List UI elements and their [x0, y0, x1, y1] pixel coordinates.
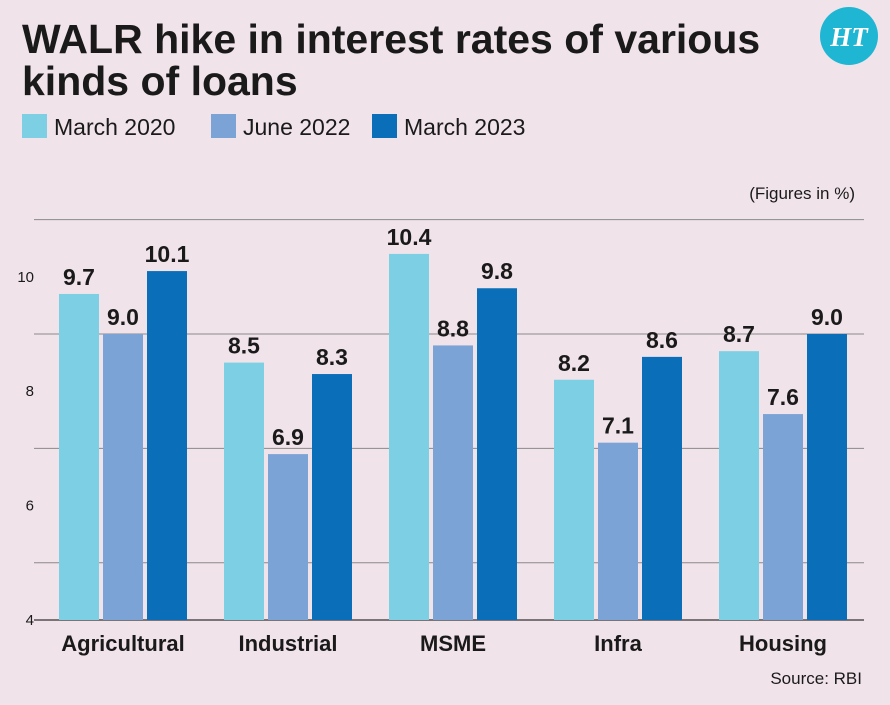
bar-housing-2 [763, 414, 803, 620]
bar-industrial-1 [224, 362, 264, 620]
legend-label-2: June 2022 [243, 114, 350, 140]
bar-housing-3 [807, 334, 847, 620]
y-tick-label: 6 [26, 498, 34, 515]
bar-housing-1 [719, 351, 759, 620]
data-label: 8.8 [437, 315, 469, 341]
ht-logo: HT [820, 7, 878, 65]
data-label: 8.7 [723, 321, 755, 347]
bar-msme-3 [477, 288, 517, 620]
data-label: 8.3 [316, 344, 348, 370]
data-label: 8.6 [646, 327, 678, 353]
legend-label-1: March 2020 [54, 114, 175, 140]
bar-industrial-3 [312, 374, 352, 620]
data-label: 10.4 [387, 224, 432, 250]
y-tick-label: 4 [26, 612, 34, 629]
category-label-housing: Housing [739, 631, 827, 656]
bar-agricultural-3 [147, 271, 187, 620]
data-labels: 9.7 9.0 10.1 8.5 6.9 8.3 10.4 8.8 9.8 8.2 7.1 8.6 8.… [63, 224, 843, 450]
category-label-infra: Infra [594, 631, 642, 656]
data-label: 7.6 [767, 384, 799, 410]
legend-swatch-1 [22, 114, 47, 138]
category-label-industrial: Industrial [238, 631, 337, 656]
chart-title-line-1: WALR hike in interest rates of various [22, 16, 760, 62]
data-label: 9.0 [107, 304, 139, 330]
y-tick-label: 10 [17, 269, 34, 286]
bar-infra-3 [642, 356, 682, 620]
bar-infra-1 [554, 379, 594, 620]
legend-swatch-2 [211, 114, 236, 138]
logo-circle [820, 7, 878, 65]
bar-industrial-2 [268, 454, 308, 620]
bar-agricultural-1 [59, 293, 99, 620]
chart-title: WALR hike in interest rates of variouski… [22, 16, 760, 104]
bar-infra-2 [598, 442, 638, 620]
logo-text: HT [829, 22, 869, 52]
units-note: (Figures in %) [749, 184, 855, 203]
data-label: 9.7 [63, 264, 95, 290]
bar-msme-2 [433, 345, 473, 620]
data-label: 8.2 [558, 350, 590, 376]
x-axis-categories: Agricultural Industrial MSME Infra Housing [61, 631, 827, 656]
bar-msme-1 [389, 253, 429, 621]
data-label: 9.8 [481, 258, 513, 284]
chart-title-line-2: kinds of loans [22, 58, 298, 104]
data-label: 9.0 [811, 304, 843, 330]
legend-label-3: March 2023 [404, 114, 525, 140]
data-label: 7.1 [602, 413, 634, 439]
category-label-msme: MSME [420, 631, 486, 656]
data-label: 6.9 [272, 424, 304, 450]
y-axis-ticks: 4 6 8 10 [17, 269, 34, 629]
source-note: Source: RBI [770, 669, 862, 688]
bars [59, 253, 847, 621]
legend: March 2020 June 2022 March 2023 [22, 114, 525, 140]
category-label-agricultural: Agricultural [61, 631, 184, 656]
data-label: 10.1 [145, 241, 190, 267]
bar-agricultural-2 [103, 334, 143, 620]
data-label: 8.5 [228, 333, 260, 359]
legend-swatch-3 [372, 114, 397, 138]
y-tick-label: 8 [26, 383, 34, 400]
